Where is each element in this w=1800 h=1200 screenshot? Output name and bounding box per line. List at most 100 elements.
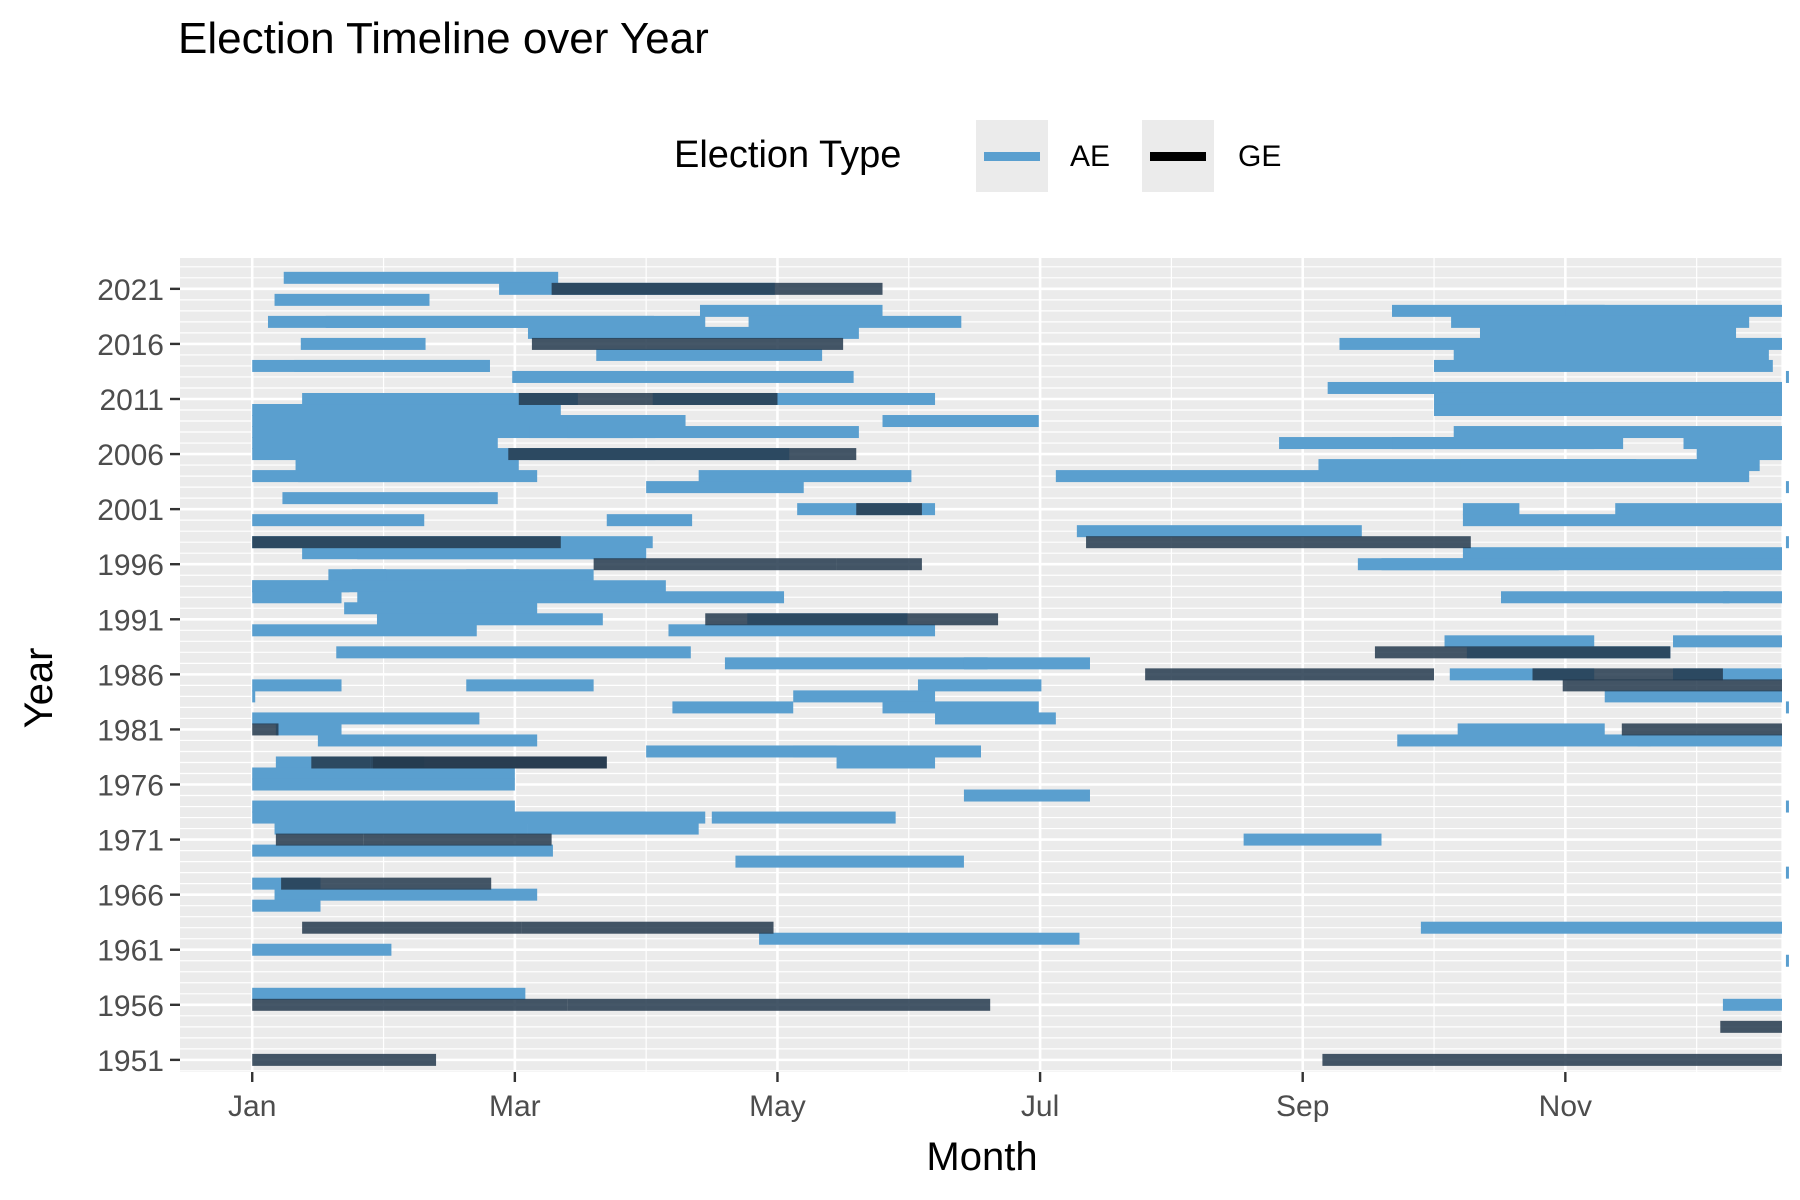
- timeline-bar-ge: [281, 877, 492, 890]
- legend-key-ae: [976, 120, 1048, 192]
- timeline-bar-ae: [252, 712, 480, 725]
- timeline-bar-ae: [1462, 514, 1782, 527]
- timeline-bar-ge: [275, 833, 364, 846]
- timeline-bar-ae: [325, 315, 706, 328]
- timeline-bar-ae: [252, 690, 256, 703]
- timeline-bar-ae: [282, 492, 498, 505]
- timeline-bar-ge: [836, 558, 922, 571]
- timeline-bar-ae: [252, 624, 477, 637]
- timeline-bar-ae: [1392, 304, 1605, 317]
- x-axis-label: Month: [926, 1135, 1037, 1179]
- timeline-bar-ae: [1453, 348, 1769, 361]
- timeline-bar-ge: [856, 503, 922, 516]
- timeline-bar-ge: [1145, 668, 1435, 681]
- timeline-bar-ae: [646, 745, 837, 758]
- x-tick-label: May: [749, 1090, 806, 1123]
- timeline-bar-ae: [294, 359, 490, 372]
- timeline-bar-ge: [1621, 723, 1782, 736]
- y-tick-label: 1976: [97, 770, 164, 803]
- y-tick-label: 1961: [97, 935, 164, 968]
- timeline-bar-ae: [698, 470, 912, 483]
- timeline-bar-ae: [317, 734, 538, 747]
- timeline-bar-ae: [1076, 525, 1362, 538]
- timeline-bar-ae: [252, 943, 392, 956]
- timeline-bar-ae: [1785, 481, 1789, 494]
- timeline-bar-ae: [793, 690, 936, 703]
- timeline-bar-ae: [352, 569, 387, 582]
- timeline-bar-ae: [1055, 470, 1750, 483]
- timeline-bar-ae: [748, 315, 962, 328]
- timeline-bar-ae: [252, 844, 553, 857]
- y-tick-label: 1966: [97, 880, 164, 913]
- timeline-bar-ge: [363, 833, 552, 846]
- timeline-bar-ae: [1431, 381, 1782, 394]
- timeline-bar-ae: [1785, 701, 1789, 714]
- timeline-bar-ae: [724, 657, 988, 670]
- timeline-bar-ge: [311, 756, 371, 769]
- timeline-bar-ae: [252, 415, 686, 428]
- timeline-bar-ae: [1451, 315, 1750, 328]
- timeline-bar-ge: [252, 998, 568, 1011]
- legend-swatch-ge: [1150, 152, 1206, 161]
- timeline-bar-ae: [275, 723, 342, 736]
- timeline-bar-ae: [1785, 370, 1789, 383]
- timeline-bar-ae: [1444, 635, 1595, 648]
- timeline-bar-ae: [596, 348, 823, 361]
- timeline-bar-ae: [1785, 800, 1789, 813]
- timeline-bar-ae: [1460, 459, 1760, 472]
- timeline-bar-ae: [1457, 723, 1605, 736]
- timeline-bar-ae: [336, 646, 691, 659]
- timeline-bar-ae: [302, 392, 578, 405]
- timeline-bar-ge: [302, 921, 522, 934]
- timeline-bar-ae: [1392, 437, 1624, 450]
- timeline-bar-ae: [699, 304, 883, 317]
- timeline-bar-ae: [759, 932, 1080, 945]
- timeline-bar-ae: [1785, 954, 1789, 967]
- timeline-bar-ge: [1562, 679, 1782, 692]
- timeline-bar-ae: [1453, 426, 1782, 439]
- timeline-bar-ae: [298, 470, 538, 483]
- timeline-bar-ae: [300, 337, 426, 350]
- timeline-bar-ae: [1243, 833, 1382, 846]
- timeline-bar-ae: [1785, 536, 1789, 549]
- timeline-bar-ae: [1500, 591, 1730, 604]
- timeline-bar-ae: [793, 745, 981, 758]
- timeline-bar-ae: [1565, 304, 1782, 317]
- timeline-bar-ge: [252, 1053, 430, 1066]
- timeline-bar-ge: [531, 337, 844, 350]
- timeline-bar-ae: [1722, 591, 1782, 604]
- y-tick-label: 2016: [97, 329, 164, 362]
- y-axis-label: Year: [17, 648, 61, 729]
- chart-title: Election Timeline over Year: [178, 14, 709, 63]
- timeline-bar-ge: [521, 921, 774, 934]
- timeline-bar-ae: [252, 800, 515, 813]
- timeline-bar-ae: [1434, 392, 1782, 405]
- timeline-bar-ae: [1673, 635, 1782, 648]
- timeline-bar-ae: [357, 591, 785, 604]
- timeline-bar-ae: [882, 415, 1039, 428]
- legend-key-ge: [1142, 120, 1214, 192]
- timeline-bar-ae: [935, 712, 1056, 725]
- timeline-bar-ae: [252, 679, 342, 692]
- timeline-bar-ge: [373, 756, 607, 769]
- timeline-bar-ae: [466, 679, 594, 692]
- timeline-bar-ge: [1532, 668, 1723, 681]
- series-ge: [252, 282, 1782, 1066]
- timeline-bar-ae: [274, 293, 430, 306]
- timeline-bar-ae: [466, 569, 594, 582]
- timeline-bar-ae: [1785, 866, 1789, 879]
- y-tick-label: 1996: [97, 549, 164, 582]
- timeline-bar-ae: [527, 326, 859, 339]
- timeline-bar-ae: [1434, 359, 1773, 372]
- timeline-bar-ge: [567, 998, 991, 1011]
- timeline-bar-ae: [963, 657, 1090, 670]
- timeline-bar-ae: [963, 789, 1090, 802]
- y-tick-label: 1956: [97, 990, 164, 1023]
- timeline-bar-ae: [252, 580, 666, 593]
- timeline-bar-ae: [711, 811, 896, 824]
- timeline-bar-ae: [1462, 547, 1782, 560]
- timeline-bar-ae: [882, 701, 1039, 714]
- timeline-bar-ae: [646, 481, 804, 494]
- timeline-bar-ae: [1615, 503, 1782, 516]
